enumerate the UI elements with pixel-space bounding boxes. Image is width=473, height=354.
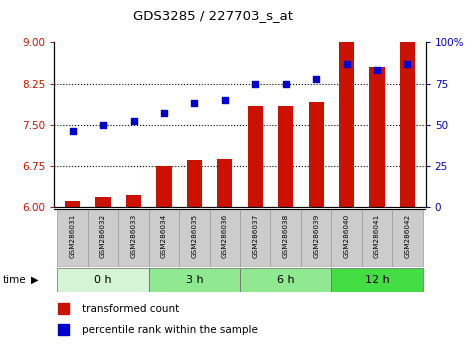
Point: [282, 81, 289, 86]
Bar: [157, 166, 172, 207]
Text: time: time: [2, 275, 26, 285]
Text: 0 h: 0 h: [94, 275, 112, 285]
Point: [191, 101, 198, 106]
Bar: [57, 268, 149, 292]
Text: GSM286040: GSM286040: [343, 213, 350, 258]
Text: GDS3285 / 227703_s_at: GDS3285 / 227703_s_at: [133, 9, 293, 22]
Bar: [308, 102, 324, 207]
Bar: [65, 200, 80, 207]
Text: GSM286036: GSM286036: [222, 213, 228, 258]
Bar: [118, 209, 149, 267]
Bar: [210, 209, 240, 267]
Bar: [149, 209, 179, 267]
Bar: [126, 195, 141, 207]
Point: [221, 97, 228, 103]
Text: GSM286034: GSM286034: [161, 213, 167, 258]
Bar: [58, 303, 69, 314]
Text: percentile rank within the sample: percentile rank within the sample: [82, 325, 258, 335]
Text: 12 h: 12 h: [365, 275, 389, 285]
Point: [312, 76, 320, 81]
Text: 6 h: 6 h: [277, 275, 295, 285]
Text: GSM286033: GSM286033: [131, 213, 137, 258]
Text: GSM286039: GSM286039: [313, 213, 319, 258]
Text: GSM286035: GSM286035: [192, 213, 197, 258]
Bar: [57, 209, 88, 267]
Text: GSM286037: GSM286037: [252, 213, 258, 258]
Text: GSM286032: GSM286032: [100, 213, 106, 258]
Bar: [149, 268, 240, 292]
Point: [130, 119, 137, 124]
Point: [403, 61, 411, 67]
Bar: [392, 209, 423, 267]
Bar: [248, 105, 263, 207]
Point: [160, 110, 168, 116]
Bar: [301, 209, 332, 267]
Bar: [187, 160, 202, 207]
Text: transformed count: transformed count: [82, 304, 179, 314]
Point: [373, 68, 381, 73]
Text: 3 h: 3 h: [185, 275, 203, 285]
Bar: [217, 159, 232, 207]
Point: [343, 61, 350, 67]
Bar: [332, 209, 362, 267]
Bar: [271, 209, 301, 267]
Bar: [96, 197, 111, 207]
Bar: [332, 268, 423, 292]
Bar: [369, 67, 385, 207]
Bar: [362, 209, 392, 267]
Bar: [278, 105, 293, 207]
Bar: [179, 209, 210, 267]
Point: [99, 122, 107, 128]
Bar: [400, 42, 415, 207]
Text: GSM286038: GSM286038: [283, 213, 289, 258]
Bar: [240, 209, 271, 267]
Point: [69, 129, 77, 134]
Bar: [339, 42, 354, 207]
Bar: [88, 209, 118, 267]
Text: GSM286042: GSM286042: [404, 213, 411, 258]
Bar: [58, 324, 69, 335]
Point: [252, 81, 259, 86]
Bar: [240, 268, 332, 292]
Text: GSM286031: GSM286031: [70, 213, 76, 258]
Text: ▶: ▶: [31, 275, 38, 285]
Text: GSM286041: GSM286041: [374, 213, 380, 258]
